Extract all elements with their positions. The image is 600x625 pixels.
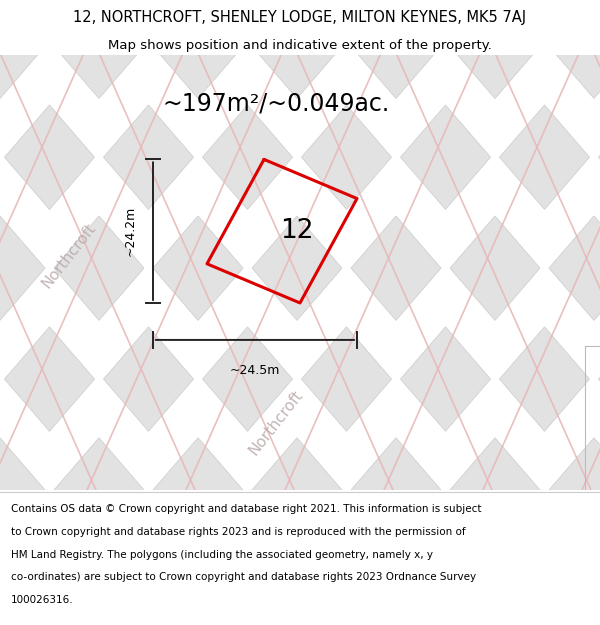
Polygon shape [500, 105, 589, 209]
Polygon shape [5, 549, 95, 625]
Text: Northcroft: Northcroft [39, 220, 99, 291]
Polygon shape [153, 0, 243, 99]
Polygon shape [549, 216, 600, 321]
Polygon shape [302, 327, 392, 431]
Polygon shape [103, 549, 193, 625]
Polygon shape [549, 438, 600, 542]
Polygon shape [103, 105, 193, 209]
Polygon shape [401, 105, 491, 209]
Polygon shape [153, 216, 243, 321]
Polygon shape [203, 327, 293, 431]
Polygon shape [401, 327, 491, 431]
Polygon shape [203, 549, 293, 625]
Polygon shape [252, 438, 342, 542]
Text: 100026316.: 100026316. [11, 595, 73, 605]
Polygon shape [351, 216, 441, 321]
Polygon shape [0, 0, 45, 99]
Text: ~197m²/~0.049ac.: ~197m²/~0.049ac. [163, 92, 389, 116]
Polygon shape [54, 0, 144, 99]
Polygon shape [500, 327, 589, 431]
Polygon shape [252, 0, 342, 99]
Polygon shape [5, 105, 95, 209]
Polygon shape [401, 549, 491, 625]
Polygon shape [351, 0, 441, 99]
Polygon shape [450, 0, 540, 99]
Text: HM Land Registry. The polygons (including the associated geometry, namely x, y: HM Land Registry. The polygons (includin… [11, 549, 433, 559]
Text: Northcroft: Northcroft [246, 388, 306, 458]
Polygon shape [0, 216, 45, 321]
Polygon shape [0, 438, 45, 542]
Text: 12: 12 [280, 218, 314, 244]
Polygon shape [302, 105, 392, 209]
Text: ~24.2m: ~24.2m [124, 206, 137, 256]
Polygon shape [302, 549, 392, 625]
Polygon shape [252, 216, 342, 321]
Text: Map shows position and indicative extent of the property.: Map shows position and indicative extent… [108, 39, 492, 51]
Text: to Crown copyright and database rights 2023 and is reproduced with the permissio: to Crown copyright and database rights 2… [11, 527, 466, 537]
Polygon shape [54, 216, 144, 321]
Polygon shape [103, 327, 193, 431]
Text: 12, NORTHCROFT, SHENLEY LODGE, MILTON KEYNES, MK5 7AJ: 12, NORTHCROFT, SHENLEY LODGE, MILTON KE… [73, 10, 527, 25]
Text: ~24.5m: ~24.5m [230, 364, 280, 377]
Polygon shape [549, 0, 600, 99]
Polygon shape [153, 438, 243, 542]
Polygon shape [599, 327, 600, 431]
Text: co-ordinates) are subject to Crown copyright and database rights 2023 Ordnance S: co-ordinates) are subject to Crown copyr… [11, 572, 476, 582]
Polygon shape [599, 549, 600, 625]
Polygon shape [450, 438, 540, 542]
Polygon shape [203, 105, 293, 209]
Polygon shape [5, 327, 95, 431]
Polygon shape [450, 216, 540, 321]
Polygon shape [599, 105, 600, 209]
Polygon shape [351, 438, 441, 542]
Polygon shape [500, 549, 589, 625]
Polygon shape [54, 438, 144, 542]
Text: Contains OS data © Crown copyright and database right 2021. This information is : Contains OS data © Crown copyright and d… [11, 504, 481, 514]
